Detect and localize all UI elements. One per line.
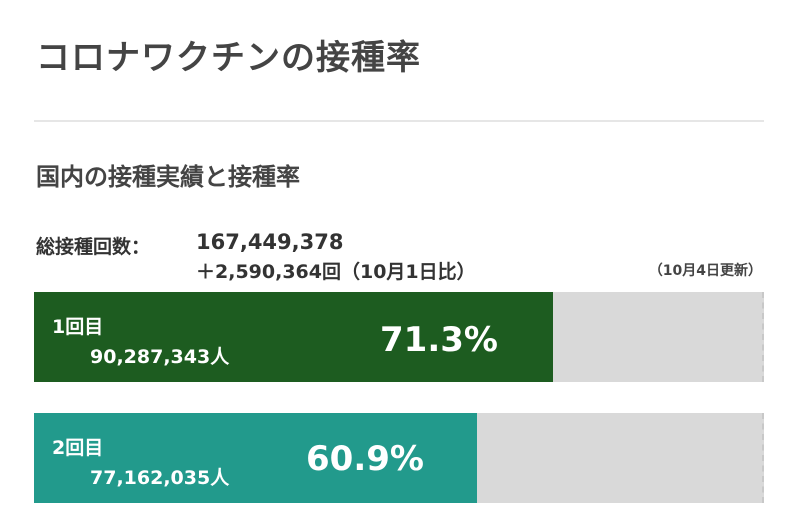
updated-date-note: （10月4日更新）: [648, 263, 762, 279]
dose2-label: 2回目: [52, 437, 104, 459]
page-title: コロナワクチンの接種率: [36, 38, 421, 78]
dose1-count: 90,287,343人: [90, 346, 230, 368]
dose2-rate: 60.9%: [306, 439, 424, 479]
total-doses-label: 総接種回数：: [36, 236, 151, 258]
dose1-progress-bar: 1回目 90,287,343人 71.3%: [34, 292, 764, 382]
dose1-progress-fill: 1回目 90,287,343人 71.3%: [34, 292, 554, 382]
total-doses-value: 167,449,378: [196, 230, 344, 254]
section-title: 国内の接種実績と接種率: [36, 163, 300, 191]
dose2-count: 77,162,035人: [90, 467, 230, 489]
divider: [34, 120, 764, 122]
dose1-label: 1回目: [52, 316, 104, 338]
dose2-progress-bar: 2回目 77,162,035人 60.9%: [34, 413, 764, 503]
dose1-rate: 71.3%: [380, 320, 498, 360]
dose2-progress-fill: 2回目 77,162,035人 60.9%: [34, 413, 478, 503]
total-doses-diff: ＋2,590,364回（10月1日比）: [196, 261, 476, 283]
